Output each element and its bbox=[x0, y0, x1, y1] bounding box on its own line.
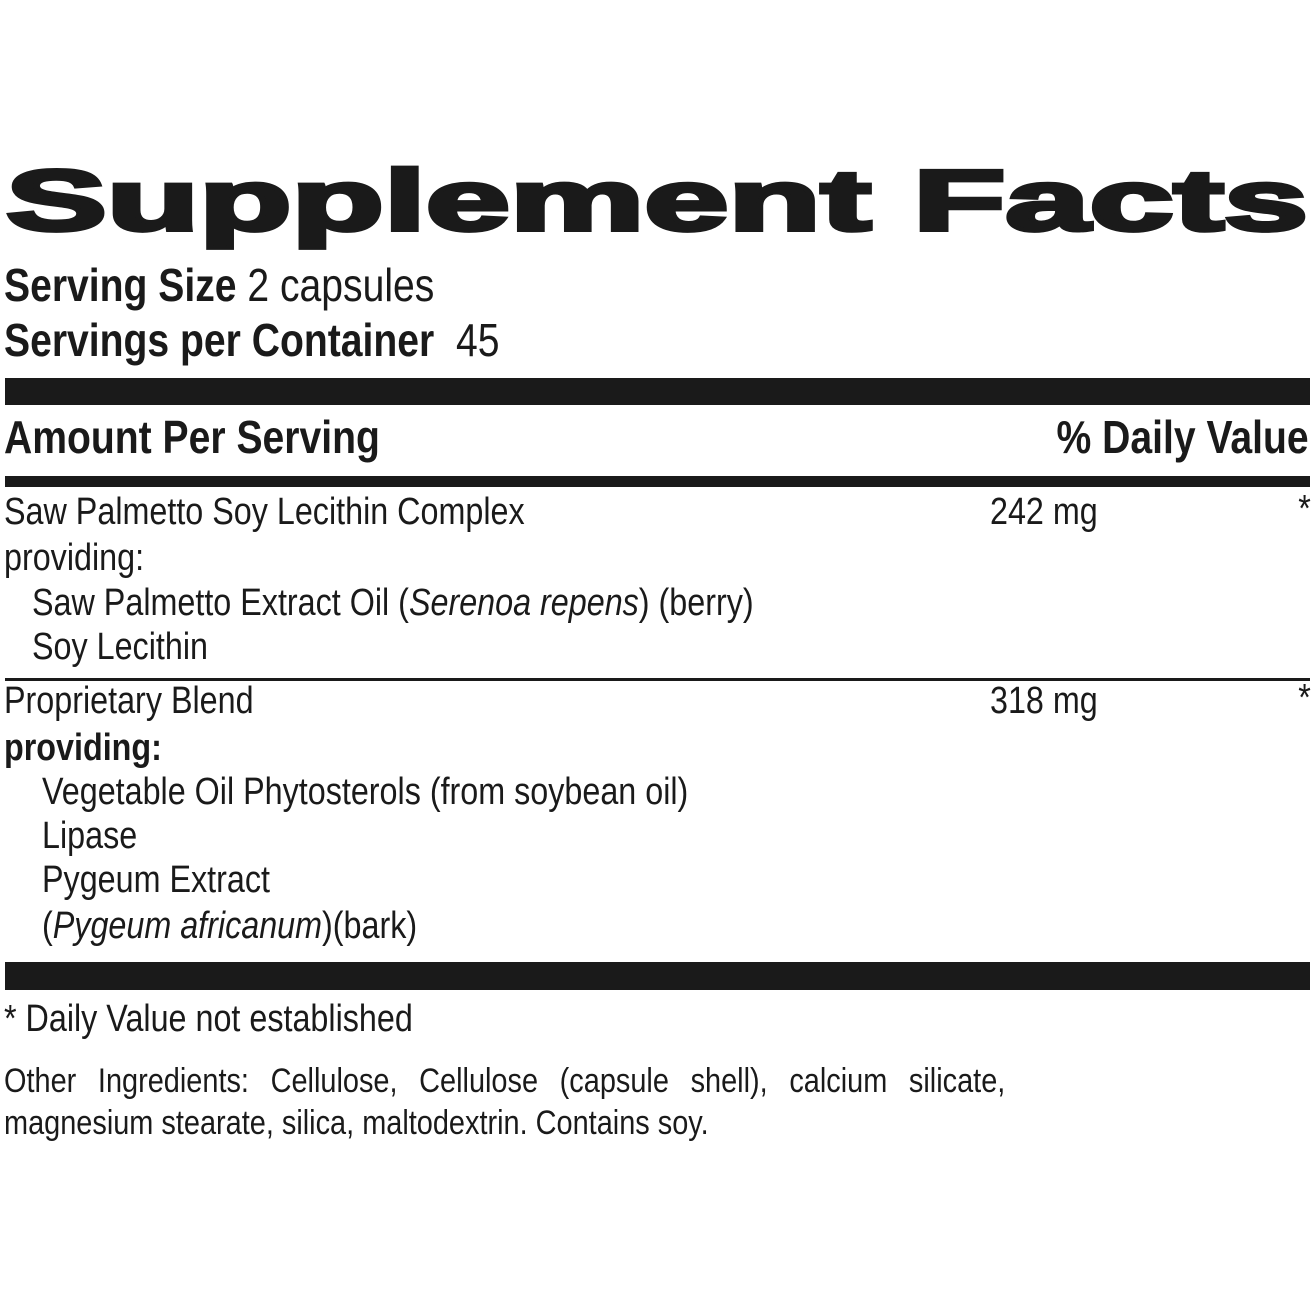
sub-text: )(bark) bbox=[322, 905, 418, 947]
latin-name: Serenoa repens bbox=[408, 582, 639, 624]
thick-divider bbox=[5, 962, 1310, 990]
amount-per-serving-label: Amount Per Serving bbox=[4, 411, 380, 463]
footnote: * Daily Value not established bbox=[4, 998, 413, 1040]
title: Supplement Facts bbox=[4, 151, 1310, 251]
serving-size: Serving Size 2 capsules bbox=[4, 262, 434, 308]
sub-text: Saw Palmetto Extract Oil ( bbox=[32, 582, 409, 624]
sub-ingredient: (Pygeum africanum)(bark) bbox=[42, 907, 417, 945]
thick-divider bbox=[5, 378, 1310, 405]
other-ingredients-line1: Other Ingredients: Cellulose, Cellulose … bbox=[4, 1062, 1006, 1100]
providing-label: providing: bbox=[4, 727, 162, 769]
sub-text: ) (berry) bbox=[638, 582, 754, 624]
latin-name: Pygeum africanum bbox=[52, 905, 323, 947]
servings-per-container-label: Servings per Container bbox=[4, 314, 435, 366]
serving-size-value: 2 capsules bbox=[247, 259, 435, 311]
row-amount: 318 mg bbox=[990, 680, 1098, 722]
sub-ingredient: Pygeum Extract bbox=[42, 859, 270, 901]
daily-value-label: % Daily Value bbox=[1056, 411, 1309, 463]
row-name: Proprietary Blend bbox=[4, 680, 254, 722]
row-amount: 242 mg bbox=[990, 491, 1098, 533]
row-dv: * bbox=[1298, 677, 1311, 719]
sub-text: ( bbox=[42, 905, 53, 947]
thin-divider bbox=[5, 678, 1310, 681]
sub-ingredient: Soy Lecithin bbox=[32, 626, 208, 668]
other-ingredients-line2: magnesium stearate, silica, maltodextrin… bbox=[4, 1104, 709, 1142]
row-name: Saw Palmetto Soy Lecithin Complex bbox=[4, 491, 525, 533]
medium-divider bbox=[5, 476, 1310, 487]
title-text: Supplement Facts bbox=[6, 153, 1308, 249]
sub-ingredient: Saw Palmetto Extract Oil (Serenoa repens… bbox=[32, 584, 754, 622]
sub-ingredient: Vegetable Oil Phytosterols (from soybean… bbox=[42, 771, 689, 813]
providing-label: providing: bbox=[4, 537, 145, 579]
serving-size-label: Serving Size bbox=[4, 259, 237, 311]
servings-per-container-value: 45 bbox=[455, 314, 500, 366]
servings-per-container: Servings per Container 45 bbox=[4, 317, 499, 363]
sub-ingredient: Lipase bbox=[42, 815, 138, 857]
row-dv: * bbox=[1298, 488, 1311, 530]
